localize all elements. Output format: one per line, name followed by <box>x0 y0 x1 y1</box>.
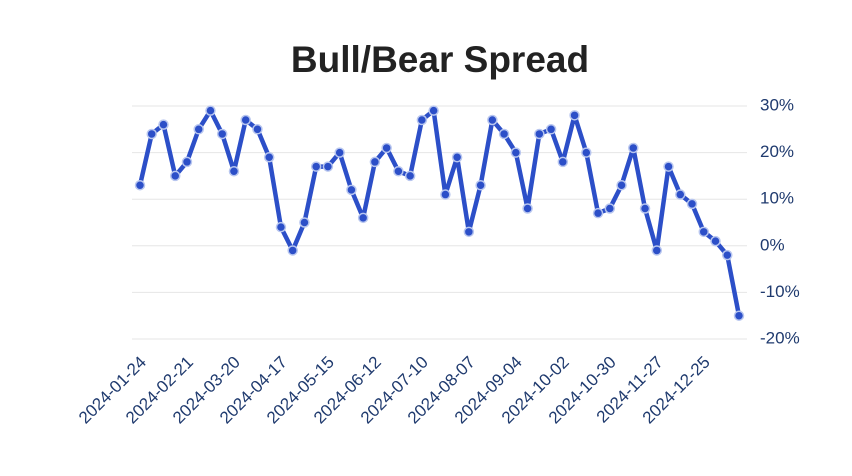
point <box>393 165 404 177</box>
point <box>252 124 263 135</box>
point <box>698 226 710 238</box>
point <box>569 110 580 121</box>
point <box>722 249 733 261</box>
point <box>310 161 322 172</box>
point <box>604 203 616 214</box>
point <box>710 235 721 247</box>
point <box>275 221 287 233</box>
point <box>428 105 439 116</box>
point <box>498 128 510 140</box>
point <box>181 156 193 168</box>
y-tick-label: 0% <box>760 235 785 254</box>
point <box>193 124 204 135</box>
point <box>287 245 298 256</box>
point <box>158 119 169 130</box>
point <box>404 170 416 182</box>
point <box>651 245 663 256</box>
y-tick-label: 10% <box>760 189 794 208</box>
point <box>216 128 228 140</box>
point <box>322 161 334 172</box>
point <box>416 114 428 126</box>
line <box>137 108 742 317</box>
chart-title: Bull/Bear Spread <box>291 39 589 80</box>
point <box>334 147 345 158</box>
point <box>557 156 569 168</box>
point <box>628 142 639 154</box>
point <box>686 198 698 210</box>
point <box>240 114 251 126</box>
y-tick-label: -10% <box>760 282 800 301</box>
point <box>475 179 486 191</box>
point <box>545 124 557 135</box>
y-tick-label: 20% <box>760 142 794 161</box>
point <box>616 179 627 191</box>
point <box>663 161 674 172</box>
point <box>134 179 146 191</box>
point <box>487 114 498 126</box>
point <box>733 310 745 321</box>
point <box>228 165 240 177</box>
y-tick-label: -20% <box>760 328 800 347</box>
point <box>522 203 533 214</box>
point <box>346 184 357 196</box>
point <box>357 212 369 224</box>
point <box>534 128 545 140</box>
point <box>169 170 181 182</box>
point <box>440 189 451 200</box>
y-tick-label: 30% <box>760 95 794 114</box>
point <box>463 226 475 238</box>
point <box>639 203 651 214</box>
point <box>146 128 157 140</box>
point <box>675 189 686 200</box>
point <box>205 105 216 116</box>
point <box>263 152 275 163</box>
point <box>592 207 604 219</box>
point <box>381 142 392 154</box>
point <box>369 156 381 168</box>
point <box>451 152 463 163</box>
point <box>299 217 310 228</box>
point <box>581 147 592 158</box>
point <box>510 147 522 158</box>
